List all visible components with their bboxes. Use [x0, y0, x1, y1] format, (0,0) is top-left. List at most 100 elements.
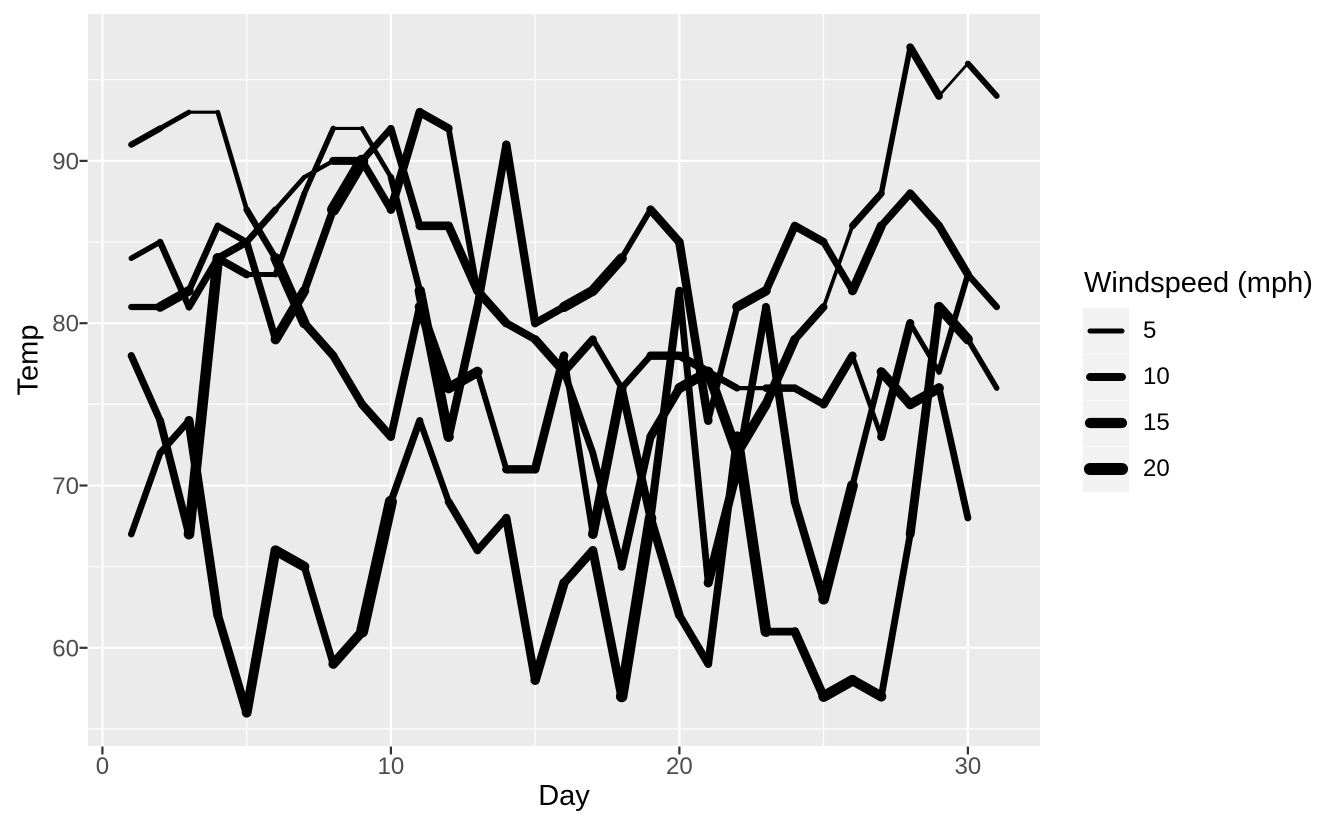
line-segment — [878, 44, 913, 197]
line-segment — [675, 611, 713, 668]
line-segment — [818, 480, 858, 605]
line-segment — [300, 563, 337, 668]
line-segment — [243, 238, 280, 344]
legend-entry: 10 — [1083, 354, 1313, 400]
line-segment — [416, 417, 452, 505]
line-segment — [356, 495, 397, 638]
line-segment — [790, 627, 829, 701]
line-segment — [155, 285, 194, 312]
line-segment — [646, 205, 684, 247]
line-segment — [444, 302, 482, 441]
line-segment — [618, 352, 654, 392]
legend-entry-label: 10 — [1143, 363, 1170, 390]
line-segment — [156, 416, 193, 539]
line-segment — [965, 336, 1000, 391]
line-segment — [818, 674, 858, 702]
line-segment — [128, 239, 163, 262]
line-segment — [444, 221, 482, 296]
line-segment — [300, 319, 338, 360]
legend-entry-label: 5 — [1143, 317, 1157, 344]
line-segment — [243, 206, 279, 246]
line-segment — [615, 512, 657, 703]
line-segment — [732, 285, 771, 312]
line-segment — [847, 221, 886, 296]
line-segment — [560, 352, 596, 538]
line-segment — [964, 271, 1000, 311]
line-segment — [790, 303, 828, 344]
line-segment — [359, 126, 394, 180]
line-segment — [849, 189, 885, 230]
line-segment — [387, 303, 424, 441]
temp-line-series-1 — [128, 301, 1000, 718]
line-segment — [243, 206, 279, 262]
line-segment — [473, 140, 511, 311]
line-segment — [876, 367, 915, 410]
line-segment — [703, 464, 742, 588]
line-segment — [473, 514, 511, 555]
legend-entries: 5 10 15 20 — [1083, 308, 1313, 492]
line-segment — [415, 108, 453, 133]
line-segment — [301, 125, 336, 197]
line-segment — [213, 254, 251, 279]
line-segment — [790, 497, 828, 604]
line-segment — [502, 140, 540, 328]
y-axis-title: Temp — [12, 324, 45, 396]
line-segment — [185, 254, 222, 311]
line-segment — [270, 285, 310, 345]
x-tick-label: 20 — [666, 753, 693, 780]
legend: Windspeed (mph) 5 10 15 20 — [1083, 268, 1313, 492]
line-segment — [905, 383, 944, 410]
line-segment — [443, 366, 483, 394]
line-segment — [127, 352, 164, 425]
line-segment — [588, 545, 627, 701]
line-segment — [761, 302, 799, 506]
y-tick-label: 70 — [52, 473, 79, 500]
line-segment — [157, 109, 192, 131]
line-segment — [703, 366, 743, 459]
legend-key — [1083, 354, 1129, 400]
line-segment — [589, 336, 625, 392]
line-segment — [877, 530, 914, 700]
line-segment — [675, 237, 713, 425]
line-segment — [183, 252, 224, 540]
x-tick-label: 30 — [955, 753, 982, 780]
line-segment — [185, 222, 222, 294]
line-segment — [934, 221, 972, 279]
y-tick-label: 80 — [52, 311, 79, 338]
line-segment — [877, 319, 915, 441]
line-segment — [530, 351, 569, 474]
line-segment — [358, 124, 395, 165]
y-tick-label: 90 — [52, 148, 79, 175]
line-segment — [618, 206, 654, 262]
line-segment — [646, 513, 684, 620]
line-segment — [473, 286, 511, 328]
line-segment — [964, 60, 1000, 99]
x-tick-label: 10 — [378, 753, 405, 780]
line-segment — [617, 432, 655, 571]
line-segment — [328, 626, 367, 669]
line-segment — [733, 303, 770, 474]
line-segment — [791, 384, 828, 409]
line-segment — [705, 303, 741, 424]
legend-title: Windspeed (mph) — [1084, 267, 1313, 299]
line-segment — [819, 351, 857, 409]
line-segment — [937, 62, 970, 98]
line-segment — [559, 546, 598, 588]
line-segment — [675, 287, 712, 587]
legend-entry: 20 — [1083, 446, 1313, 492]
line-segment — [387, 124, 424, 230]
line-segment — [357, 400, 396, 441]
x-tick-label: 0 — [96, 753, 109, 780]
line-segment — [241, 545, 281, 718]
y-tick-label: 60 — [52, 635, 79, 662]
line-segment — [214, 222, 250, 246]
line-segment — [270, 545, 310, 572]
line-segment — [588, 383, 627, 540]
legend-key — [1083, 308, 1129, 354]
line-segment — [617, 384, 655, 522]
line-segment — [128, 449, 164, 538]
line-segment — [444, 497, 482, 555]
line-segment — [300, 205, 338, 295]
line-segment — [128, 125, 164, 148]
